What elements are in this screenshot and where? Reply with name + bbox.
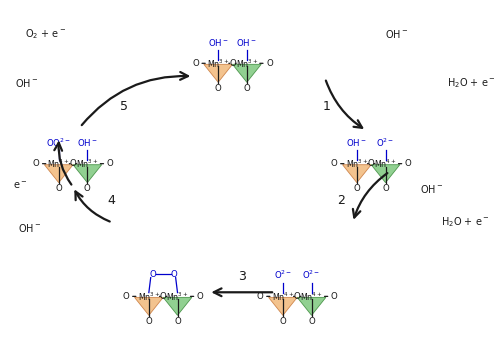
- Polygon shape: [163, 297, 192, 315]
- Text: O: O: [170, 270, 177, 279]
- Text: 3: 3: [238, 271, 246, 283]
- Text: O: O: [280, 317, 286, 326]
- Text: OH$^-$: OH$^-$: [77, 137, 98, 148]
- Text: O: O: [106, 159, 114, 168]
- Text: O: O: [84, 184, 90, 193]
- Text: e$^-$: e$^-$: [12, 180, 27, 191]
- Text: O$_2$ + e$^-$: O$_2$ + e$^-$: [24, 27, 66, 40]
- Text: O: O: [32, 159, 40, 168]
- Text: O: O: [354, 184, 360, 193]
- Text: 1: 1: [322, 100, 330, 113]
- Text: O: O: [229, 59, 236, 68]
- Polygon shape: [297, 297, 326, 315]
- Text: O$^{2-}$: O$^{2-}$: [376, 137, 394, 149]
- Text: O$^{2-}$: O$^{2-}$: [302, 269, 320, 282]
- Text: OH$^-$: OH$^-$: [208, 37, 229, 48]
- Text: O: O: [197, 292, 203, 301]
- Text: O: O: [174, 317, 181, 326]
- Text: Mn$^{3+}$: Mn$^{3+}$: [138, 290, 160, 303]
- Text: O$^{2-}$: O$^{2-}$: [274, 269, 292, 282]
- Text: OH$^-$: OH$^-$: [236, 37, 258, 48]
- Text: O: O: [331, 292, 338, 301]
- Text: Mn$^{3+}$: Mn$^{3+}$: [76, 157, 98, 170]
- Text: OH$^-$: OH$^-$: [346, 137, 368, 148]
- Text: O: O: [244, 84, 250, 93]
- Polygon shape: [268, 297, 297, 315]
- Text: H$_2$O + e$^-$: H$_2$O + e$^-$: [440, 216, 489, 229]
- Text: Mn$^{4+}$: Mn$^{4+}$: [48, 157, 70, 170]
- Text: O: O: [215, 84, 222, 93]
- Text: Mn$^{4+}$: Mn$^{4+}$: [374, 157, 397, 170]
- Text: O: O: [308, 317, 315, 326]
- Text: O: O: [405, 159, 411, 168]
- Polygon shape: [232, 64, 261, 82]
- Text: Mn$^{3+}$: Mn$^{3+}$: [236, 57, 258, 70]
- Text: O: O: [257, 292, 264, 301]
- Text: O: O: [123, 292, 130, 301]
- Text: O: O: [160, 292, 166, 301]
- Text: OH$^-$: OH$^-$: [385, 28, 408, 40]
- Text: OH$^-$: OH$^-$: [15, 77, 38, 89]
- Text: O: O: [149, 270, 156, 279]
- Text: Mn$^{4+}$: Mn$^{4+}$: [300, 290, 323, 303]
- Text: 4: 4: [108, 194, 116, 207]
- Text: 5: 5: [120, 100, 128, 113]
- Text: H$_2$O + e$^-$: H$_2$O + e$^-$: [448, 76, 496, 90]
- Text: O: O: [146, 317, 152, 326]
- Text: O: O: [294, 292, 300, 301]
- Text: O: O: [331, 159, 338, 168]
- Text: O: O: [266, 59, 273, 68]
- Polygon shape: [371, 165, 400, 182]
- Text: O: O: [56, 184, 62, 193]
- Polygon shape: [204, 64, 233, 82]
- Text: OO$^{2-}$: OO$^{2-}$: [46, 137, 71, 149]
- Text: OH$^-$: OH$^-$: [420, 183, 443, 195]
- Text: Mn$^{3+}$: Mn$^{3+}$: [346, 157, 368, 170]
- Polygon shape: [73, 165, 102, 182]
- Text: O: O: [70, 159, 76, 168]
- Text: Mn$^{4+}$: Mn$^{4+}$: [272, 290, 294, 303]
- Text: O: O: [368, 159, 374, 168]
- Text: Mn$^{3+}$: Mn$^{3+}$: [207, 57, 230, 70]
- Text: O: O: [192, 59, 199, 68]
- Text: OH$^-$: OH$^-$: [18, 222, 42, 234]
- Polygon shape: [44, 165, 73, 182]
- Polygon shape: [342, 165, 371, 182]
- Text: Mn$^{3+}$: Mn$^{3+}$: [166, 290, 189, 303]
- Polygon shape: [134, 297, 163, 315]
- Text: O: O: [382, 184, 389, 193]
- Text: 2: 2: [337, 194, 345, 207]
